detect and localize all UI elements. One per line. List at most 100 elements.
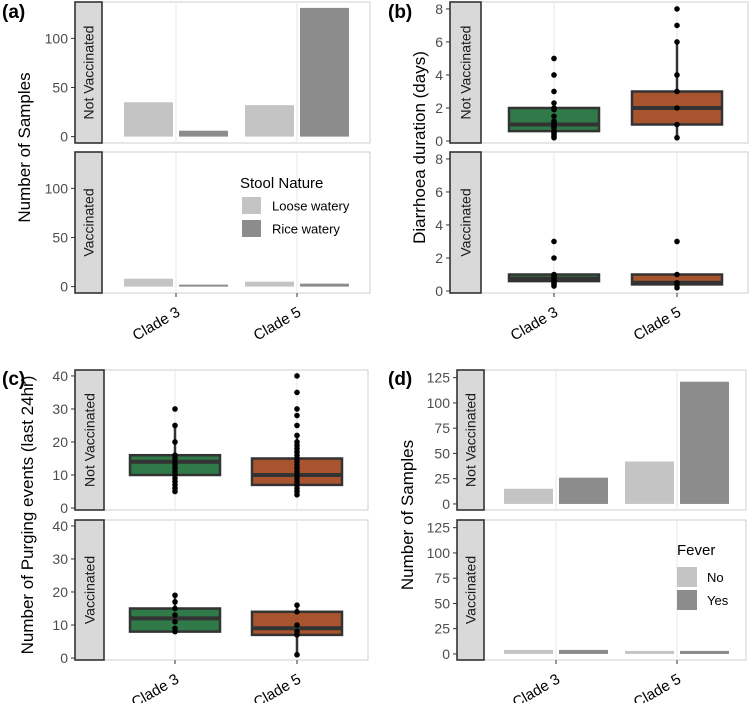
y-tick-label: 0 xyxy=(435,133,443,149)
x-tick-label: Clade 5 xyxy=(631,304,684,345)
legend-label: Yes xyxy=(707,593,729,608)
data-point xyxy=(551,271,557,278)
bar-loose-watery xyxy=(124,278,173,287)
y-tick-label: 30 xyxy=(52,551,68,567)
facet-strip xyxy=(449,1,482,144)
y-tick-label: 6 xyxy=(435,34,443,50)
data-point xyxy=(551,113,557,120)
x-tick-label: Clade 3 xyxy=(129,671,182,703)
legend-key xyxy=(677,590,697,610)
data-point xyxy=(551,72,557,78)
facet-strip-label: Vaccinated xyxy=(81,188,97,256)
y-tick-label: 0 xyxy=(60,650,68,666)
data-point xyxy=(674,238,680,245)
y-tick-label: 2 xyxy=(435,250,443,266)
y-tick-label: 0 xyxy=(60,129,68,145)
data-point xyxy=(674,22,680,29)
data-point xyxy=(674,279,680,286)
data-point xyxy=(172,452,178,458)
data-point xyxy=(551,118,557,125)
y-tick-label: 0 xyxy=(442,646,450,662)
facet-not-vaccinated: Not Vaccinated 0 2 4 6 8 xyxy=(435,1,749,149)
y-axis-title: Number of Samples xyxy=(398,440,417,590)
y-tick-label: 2 xyxy=(435,100,443,116)
facet-strip xyxy=(74,151,103,294)
facet-not-vaccinated: Not Vaccinated 0 10 20 30 40 xyxy=(52,368,369,516)
data-point xyxy=(674,134,680,141)
x-tick-label: Clade 3 xyxy=(130,304,183,345)
bar-yes xyxy=(559,649,608,654)
bar-yes xyxy=(680,650,729,654)
y-tick-label: 125 xyxy=(427,370,451,386)
legend-title: Stool Nature xyxy=(240,175,323,192)
data-point xyxy=(294,412,300,419)
facet-strip xyxy=(456,369,485,511)
data-point xyxy=(551,88,557,95)
panel-label: (c) xyxy=(2,369,25,390)
bar-loose-watery xyxy=(245,105,294,137)
data-point xyxy=(294,432,300,439)
legend: Stool Nature Loose watery Rice watery xyxy=(240,175,350,237)
data-point xyxy=(294,602,300,608)
y-tick-label: 25 xyxy=(434,621,450,637)
data-point xyxy=(294,439,300,445)
data-point xyxy=(172,625,178,632)
x-tick-label: Clade 3 xyxy=(510,671,563,703)
bar-no xyxy=(504,649,553,654)
legend-title: Fever xyxy=(677,542,715,559)
facet-vaccinated: Vaccinated 0 2 4 6 8 Clade 3 Clade 5 xyxy=(435,151,749,345)
y-tick-label: 100 xyxy=(427,395,451,411)
y-tick-label: 40 xyxy=(52,518,68,534)
data-point xyxy=(172,406,178,412)
legend-label: No xyxy=(707,570,724,585)
facet-strip-label: Vaccinated xyxy=(458,188,474,256)
legend-label: Loose watery xyxy=(272,199,350,214)
y-axis-title: Number of Purging events (last 24hr) xyxy=(18,376,37,655)
data-point xyxy=(172,599,178,605)
y-axis-title: Diarrhoea duration (days) xyxy=(410,51,429,244)
plot-area xyxy=(101,151,371,294)
legend-key xyxy=(677,567,697,587)
panel-b: (b) Diarrhoea duration (days) Not Vaccinat… xyxy=(388,1,749,345)
data-point xyxy=(551,55,557,62)
data-point xyxy=(674,105,680,111)
y-tick-label: 50 xyxy=(434,445,450,461)
y-tick-label: 4 xyxy=(435,217,443,233)
facet-strip-label: Not Vaccinated xyxy=(458,26,474,120)
data-point xyxy=(294,622,300,628)
data-point xyxy=(294,608,300,615)
x-tick-label: Clade 5 xyxy=(251,671,304,703)
data-point xyxy=(674,271,680,278)
y-axis-title: Number of Samples xyxy=(15,72,34,222)
y-tick-label: 10 xyxy=(52,467,68,483)
panel-a: (a) Number of Samples Not Vaccinated 0 50 100… xyxy=(2,1,371,345)
data-point xyxy=(551,238,557,245)
data-point xyxy=(172,422,178,429)
data-point xyxy=(172,612,178,618)
facet-strip xyxy=(74,1,103,144)
data-point xyxy=(172,439,178,445)
panel-label: (a) xyxy=(2,2,25,23)
panel-c: (c)Number of Purging events (last 24hr) N… xyxy=(2,368,369,703)
bar-yes xyxy=(559,477,608,504)
y-tick-label: 125 xyxy=(427,520,451,536)
data-point xyxy=(674,72,680,78)
facet-vaccinated: Vaccinated 0 10 20 30 40 Clade 3 Clade 5 xyxy=(52,518,369,703)
data-point xyxy=(551,255,557,261)
data-point xyxy=(674,6,680,12)
facet-strip xyxy=(456,519,485,661)
data-point xyxy=(551,100,557,106)
data-point xyxy=(294,422,300,429)
data-point xyxy=(294,373,300,379)
y-tick-label: 100 xyxy=(427,545,451,561)
y-tick-label: 10 xyxy=(52,617,68,633)
facet-strip-label: Vaccinated xyxy=(463,556,479,624)
bar-rice-watery xyxy=(300,283,349,287)
y-tick-label: 75 xyxy=(434,570,450,586)
bar-rice-watery xyxy=(179,130,228,137)
facet-strip xyxy=(74,369,105,511)
y-tick-label: 0 xyxy=(442,496,450,512)
bar-no xyxy=(625,461,674,504)
data-point xyxy=(172,605,178,612)
